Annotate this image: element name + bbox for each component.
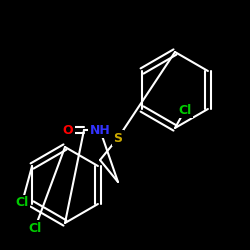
Text: Cl: Cl bbox=[16, 196, 28, 209]
Text: Cl: Cl bbox=[178, 104, 192, 117]
Text: NH: NH bbox=[90, 124, 110, 136]
Text: O: O bbox=[63, 124, 73, 136]
Text: Cl: Cl bbox=[28, 222, 42, 234]
Text: S: S bbox=[114, 132, 122, 144]
